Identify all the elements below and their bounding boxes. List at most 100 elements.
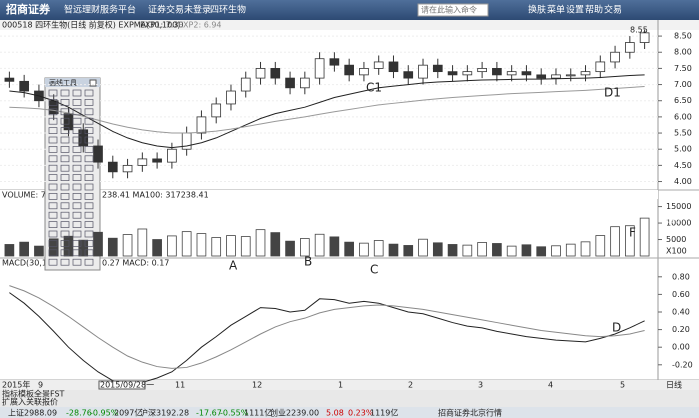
period-label[interactable]: 日线 [666,380,682,390]
tool-icon[interactable] [48,211,58,219]
tool-icon[interactable] [72,183,82,191]
tool-icon[interactable] [60,127,70,134]
tool-icon[interactable] [48,249,58,257]
tool-icon[interactable] [60,249,70,257]
status-item: 5.08 [326,409,344,418]
tool-icon[interactable] [60,146,70,153]
tool-icon[interactable] [60,136,70,144]
tool-icon[interactable] [60,108,70,116]
tool-icon[interactable] [48,108,58,116]
tool-icon[interactable] [72,108,82,116]
tool-icon[interactable] [48,136,58,144]
tool-icon[interactable] [84,230,94,238]
tool-icon[interactable] [48,117,58,125]
subtab[interactable]: 扩展入 [2,397,26,407]
menu-item[interactable]: 换肤 [528,4,546,16]
tool-icon[interactable] [72,193,82,200]
tool-icon[interactable] [48,202,58,210]
tool-icon[interactable] [48,155,58,163]
tool-icon[interactable] [72,211,82,219]
volume-bar [122,234,133,257]
tool-icon[interactable] [72,221,82,228]
tab[interactable]: FST [50,390,65,399]
tab[interactable]: 全景 [34,389,50,399]
trade-status[interactable]: 证券交易未登录 [148,4,211,16]
close-button[interactable] [89,79,97,87]
tool-icon[interactable] [60,183,70,191]
tool-icon[interactable] [84,174,94,181]
tool-icon[interactable] [72,174,82,181]
tool-icon[interactable] [84,183,94,191]
tool-icon[interactable] [60,164,70,172]
tool-icon[interactable] [48,99,58,106]
tool-icon[interactable] [84,136,94,144]
tool-icon[interactable] [84,221,94,228]
tool-icon[interactable] [60,240,70,247]
tool-icon[interactable] [72,258,82,266]
tool-icon[interactable] [60,211,70,219]
tool-icon[interactable] [84,202,94,210]
tool-icon[interactable] [72,117,82,125]
tool-icon[interactable] [84,240,94,247]
menu-item[interactable]: 帮助 [585,4,603,16]
tool-icon[interactable] [60,193,70,200]
tool-icon[interactable] [84,146,94,153]
tool-icon[interactable] [84,99,94,106]
tool-icon[interactable] [84,108,94,116]
tool-icon[interactable] [48,146,58,153]
menu-item[interactable]: 设置 [566,5,584,16]
tool-icon[interactable] [48,240,58,247]
tab[interactable]: 模板 [18,389,34,399]
tool-icon[interactable] [72,99,82,106]
tool-icon[interactable] [60,202,70,210]
tool-icon[interactable] [60,221,70,228]
tool-icon[interactable] [84,127,94,134]
tool-icon[interactable] [60,230,70,238]
tool-icon[interactable] [48,164,58,172]
tool-icon[interactable] [84,249,94,257]
tool-icon[interactable] [48,221,58,228]
command-placeholder: 请在此输入命令 [421,5,477,15]
tool-icon[interactable] [72,240,82,247]
tool-icon[interactable] [72,127,82,134]
tool-icon[interactable] [48,127,58,134]
tool-icon[interactable] [72,202,82,210]
stock-tab[interactable]: 四环生物 [210,4,246,16]
tool-icon[interactable] [72,155,82,163]
menu-item[interactable]: 菜单 [547,4,565,16]
tool-icon[interactable] [72,164,82,172]
command-input[interactable] [417,3,489,17]
tool-icon[interactable] [60,155,70,163]
tool-icon[interactable] [84,193,94,200]
tool-icon[interactable] [84,164,94,172]
tool-icon[interactable] [60,99,70,106]
tool-icon[interactable] [48,258,58,266]
tool-icon[interactable] [48,193,58,200]
tool-icon[interactable] [48,183,58,191]
tool-icon[interactable] [48,174,58,181]
tool-icon[interactable] [60,89,70,97]
tool-icon[interactable] [48,89,58,97]
tool-icon[interactable] [60,117,70,125]
annotation: A [229,259,238,273]
tool-icon[interactable] [60,174,70,181]
menu-item[interactable]: 交易 [604,4,622,16]
tool-icon[interactable] [48,230,58,238]
tool-icon[interactable] [72,230,82,238]
menu-title[interactable]: 智远理财服务平台 [64,4,136,16]
tool-icon[interactable] [84,211,94,219]
candle-body [255,68,266,79]
subtab[interactable]: 关联报价 [26,397,58,407]
tool-icon[interactable] [60,258,70,266]
tool-icon[interactable] [84,258,94,266]
tab[interactable]: 指标 [2,389,18,399]
tool-icon[interactable] [72,146,82,153]
volume-bar [137,228,148,257]
tool-icon[interactable] [72,249,82,257]
tool-icon[interactable] [84,117,94,125]
tool-icon[interactable] [72,89,82,97]
tool-icon[interactable] [84,89,94,97]
status-item: 上证2988.09 [8,409,57,418]
tool-icon[interactable] [72,136,82,144]
tool-icon[interactable] [84,155,94,163]
